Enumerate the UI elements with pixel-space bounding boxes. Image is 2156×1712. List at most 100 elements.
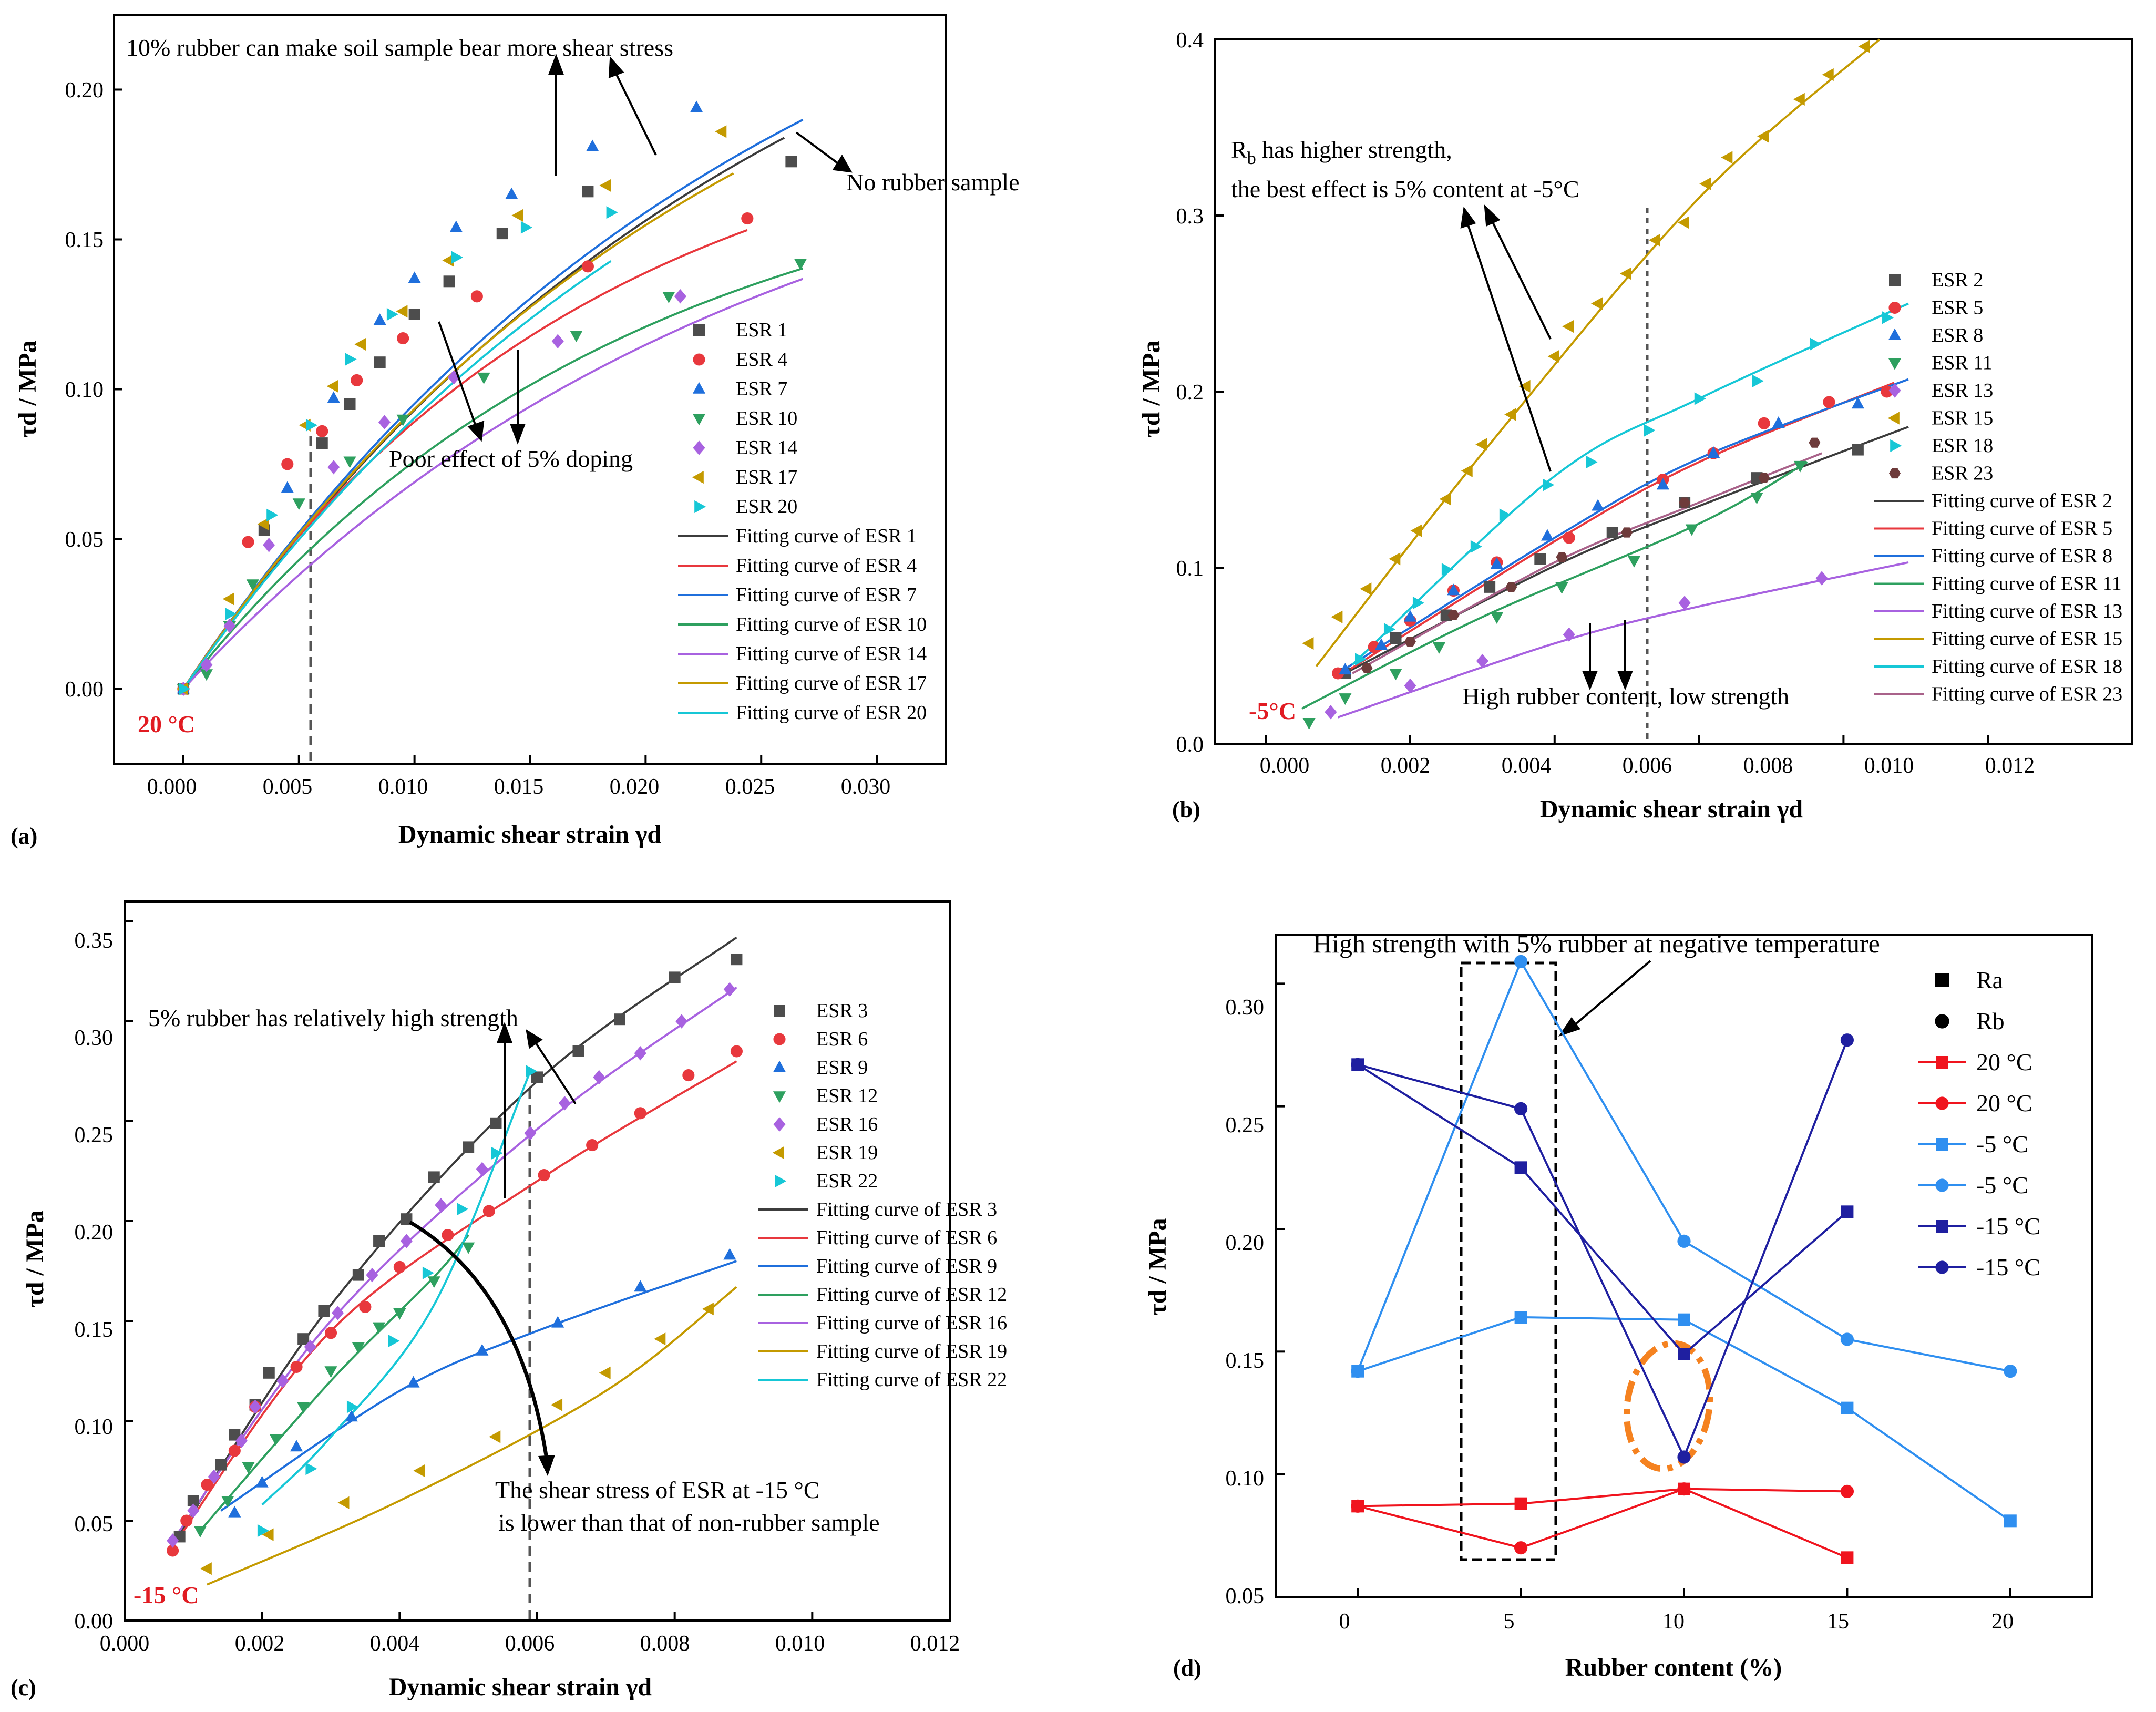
legend-marker xyxy=(1889,468,1901,479)
data-point xyxy=(167,1533,179,1548)
panel-d-ytick: 0.30 xyxy=(1226,996,1265,1020)
panel-b-ytick: 0.1 xyxy=(1176,557,1204,581)
data-point xyxy=(1404,637,1416,647)
data-point xyxy=(457,1203,469,1216)
legend-label: ESR 19 xyxy=(816,1142,878,1164)
data-point xyxy=(1331,610,1343,623)
series-line xyxy=(1357,1039,1849,1460)
data-point xyxy=(1412,596,1424,610)
data-point xyxy=(634,1107,646,1120)
data-point xyxy=(281,458,294,470)
legend-label: Fitting curve of ESR 10 xyxy=(736,613,927,635)
series-20-°c-circle xyxy=(1351,1482,1854,1555)
data-point xyxy=(1840,1033,1854,1047)
panel-c-temperature: -15 °C xyxy=(134,1582,199,1608)
legend-label: ESR 8 xyxy=(1932,324,1983,346)
panel-c-ytick: 0.05 xyxy=(75,1512,114,1536)
legend-marker xyxy=(1889,274,1901,286)
panel-b-arrows xyxy=(1460,204,1633,691)
legend-label: ESR 11 xyxy=(1932,352,1993,374)
legend-label: ESR 5 xyxy=(1932,297,1983,319)
series-esr-15 xyxy=(1302,40,1870,650)
legend-marker xyxy=(1935,1178,1949,1192)
panel-b-annotations: Rb has higher strength, the best effect … xyxy=(1231,136,1789,710)
panel-b-label: (b) xyxy=(1172,797,1200,823)
data-point xyxy=(1840,1484,1854,1498)
panel-a-annotation: Poor effect of 5% doping xyxy=(389,445,633,472)
panel-d-ytick: 0.10 xyxy=(1226,1467,1265,1491)
data-point xyxy=(413,1464,425,1478)
data-point xyxy=(614,1013,625,1026)
data-point xyxy=(281,481,294,493)
data-point xyxy=(1383,623,1395,636)
data-point xyxy=(1447,583,1460,596)
data-point xyxy=(1541,529,1554,541)
legend-label: ESR 4 xyxy=(736,348,787,371)
data-point xyxy=(1514,955,1528,968)
panel-d-plot xyxy=(1276,955,2017,1598)
data-point xyxy=(292,498,305,510)
panel-b: 0.000 0.002 0.004 0.006 0.008 0.010 0.01… xyxy=(1137,28,2133,823)
data-point xyxy=(1555,582,1568,594)
data-point xyxy=(1514,1541,1528,1555)
data-point xyxy=(1841,1401,1854,1414)
series-line xyxy=(1357,1063,1848,1356)
series-esr-17 xyxy=(176,125,727,695)
legend-label: Ra xyxy=(1976,967,2003,993)
panel-a-legend: ESR 1 ESR 4 ESR 7 ESR 10 ESR 14 ESR 17 ESR 20 F… xyxy=(678,319,927,724)
panel-c-xtick: 0.010 xyxy=(775,1632,825,1656)
panel-b-annotation: the best effect is 5% content at -5°C xyxy=(1231,176,1579,202)
panel-c-ytick: 0.35 xyxy=(75,929,114,953)
panel-d-ytick: 0.20 xyxy=(1226,1231,1265,1255)
data-point xyxy=(1332,667,1344,680)
data-point xyxy=(1707,446,1720,458)
panel-d-ytick: 0.15 xyxy=(1226,1349,1265,1373)
data-point xyxy=(669,971,681,983)
series--15-°c-circle xyxy=(1351,1033,1854,1464)
panel-c-tickmarks xyxy=(124,920,951,1622)
data-point xyxy=(1505,582,1517,592)
panel-b-annotation-b: b xyxy=(1247,149,1256,168)
legend-marker xyxy=(1936,1056,1948,1069)
data-point xyxy=(1809,437,1821,448)
data-point xyxy=(318,1305,330,1317)
data-point xyxy=(200,1562,212,1575)
panel-b-xtick: 0.010 xyxy=(1864,754,1914,778)
data-point xyxy=(1606,527,1618,538)
data-point xyxy=(343,456,356,468)
legend-label: Fitting curve of ESR 7 xyxy=(736,584,917,606)
data-point xyxy=(570,331,583,343)
data-point xyxy=(1514,1311,1527,1324)
panel-a-annotation: No rubber sample xyxy=(846,169,1020,196)
data-point xyxy=(393,1308,406,1320)
data-point xyxy=(326,380,338,393)
data-point xyxy=(215,1459,227,1471)
data-point xyxy=(180,1514,193,1527)
panel-a-ytick: 0.00 xyxy=(65,678,104,702)
panel-b-ytick: 0.3 xyxy=(1176,204,1204,229)
data-point xyxy=(324,1366,337,1378)
data-point xyxy=(442,1229,454,1242)
data-point xyxy=(723,982,736,997)
panel-d-xtick: 0 xyxy=(1339,1610,1350,1634)
data-point xyxy=(1339,693,1352,705)
data-point xyxy=(408,271,421,283)
data-point xyxy=(662,292,675,303)
data-point xyxy=(1351,1058,1364,1071)
data-point xyxy=(551,1398,563,1411)
panel-b-ytick: 0.4 xyxy=(1176,28,1204,53)
data-point xyxy=(1484,581,1496,593)
data-point xyxy=(1447,610,1460,621)
data-point xyxy=(1677,216,1689,229)
data-point xyxy=(674,289,686,304)
panel-c-xtick: 0.002 xyxy=(235,1632,285,1656)
data-point xyxy=(1339,663,1352,675)
data-point xyxy=(1699,177,1711,190)
data-point xyxy=(723,1248,736,1260)
panel-b-ytick: 0.2 xyxy=(1176,381,1204,405)
data-point xyxy=(344,398,356,410)
legend-label: ESR 1 xyxy=(736,319,787,341)
data-point xyxy=(606,206,618,219)
data-point xyxy=(551,334,564,349)
data-point xyxy=(1302,637,1314,650)
